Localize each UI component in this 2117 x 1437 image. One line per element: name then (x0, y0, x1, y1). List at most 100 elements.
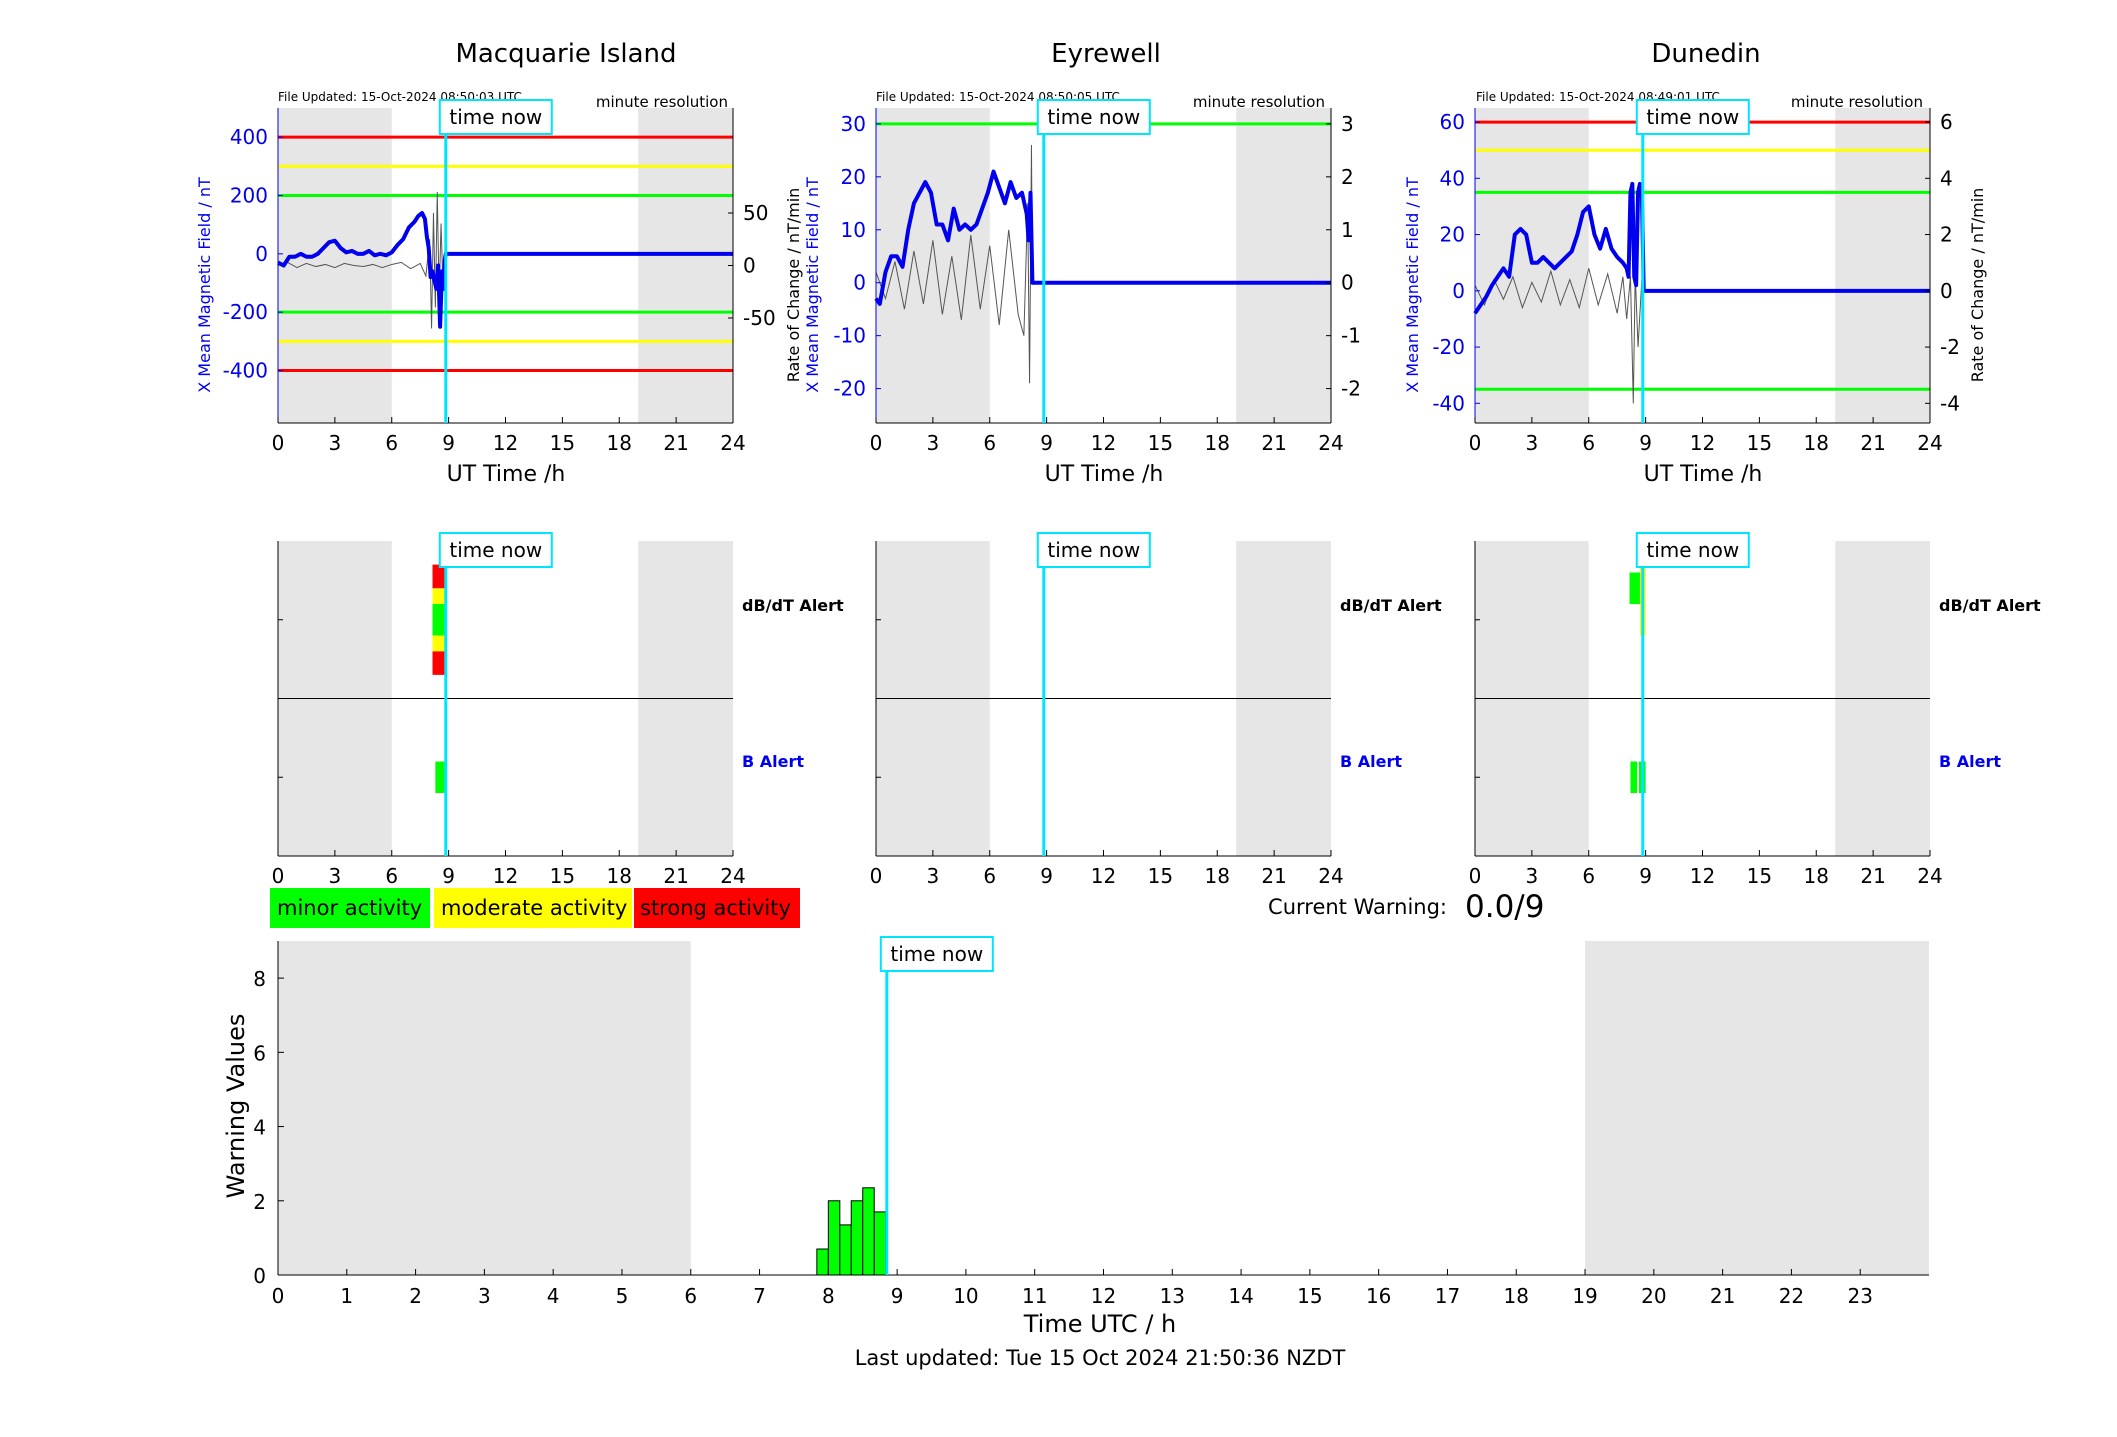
file-updated-prefix: File Updated: (278, 90, 357, 104)
last-updated: Last updated: Tue 15 Oct 2024 21:50:36 N… (855, 1346, 1346, 1370)
y-tick-label-left: 40 (1440, 166, 1465, 190)
time-now-box (438, 532, 553, 568)
time-now-box (438, 99, 553, 135)
b-alert-label: B Alert (742, 752, 804, 771)
x-tick-label: 0 (1469, 431, 1482, 455)
current-warning-value: 0.0/9 (1465, 889, 1544, 925)
x-tick-label: 6 (684, 1284, 697, 1308)
x-tick-label: 8 (822, 1284, 835, 1308)
time-now-label: time now (1047, 105, 1140, 129)
night-shading (876, 108, 990, 423)
time-now-label: time now (890, 942, 983, 966)
current-warning: Current Warning: 0.0/9 (1268, 889, 1544, 925)
x-axis-label: UT Time /h (447, 462, 566, 487)
y-tick-label-left: -20 (1432, 335, 1465, 359)
x-mean-field-line (277, 211, 733, 329)
x-tick-label: 6 (1582, 431, 1595, 455)
warning-bar (827, 1200, 841, 1276)
y-tick-label-right: 1 (1341, 218, 1354, 242)
night-shading (1835, 108, 1930, 423)
y-tick-label-right: -4 (1940, 391, 1960, 415)
x-tick-label: 17 (1435, 1284, 1460, 1308)
x-tick-label: 12 (493, 864, 518, 888)
station-title: Dunedin (1651, 39, 1760, 69)
y-tick-label-left: -20 (833, 377, 866, 401)
x-tick-label: 15 (1148, 864, 1173, 888)
x-tick-label: 15 (1148, 431, 1173, 455)
x-tick-label: 21 (663, 431, 688, 455)
time-now-box (1635, 532, 1750, 568)
x-tick-label: 1 (340, 1284, 353, 1308)
dbdt-alert-label: dB/dT Alert (1939, 596, 2041, 615)
time-now-label: time now (1646, 538, 1739, 562)
night-shading (1236, 108, 1331, 423)
x-tick-label: 9 (1639, 431, 1652, 455)
warning-bar (839, 1224, 852, 1276)
y-tick-label-right: 3 (1341, 112, 1354, 136)
file-updated-prefix: File Updated: (1476, 90, 1555, 104)
station-eyrewell: Eyrewell File Updated: 15-Oct-2024 08:50… (784, 39, 1442, 888)
y-tick-label: 2 (253, 1190, 266, 1214)
x-tick-label: 18 (1804, 431, 1829, 455)
x-tick-label: 10 (953, 1284, 978, 1308)
x-tick-label: 21 (1261, 431, 1286, 455)
y-tick-label-left: 60 (1440, 110, 1465, 134)
x-tick-label: 24 (1917, 431, 1942, 455)
x-tick-label: 12 (1690, 431, 1715, 455)
time-now-label: time now (449, 538, 542, 562)
legend-minor-swatch (270, 888, 430, 928)
dbdt-alert-bar (432, 651, 446, 675)
station-title: Macquarie Island (455, 39, 676, 69)
station-dunedin: Dunedin File Updated: 15-Oct-2024 08:49:… (1403, 39, 2041, 888)
x-tick-label: 9 (1040, 431, 1053, 455)
x-tick-label: 14 (1228, 1284, 1253, 1308)
alert-plot: 0 3 6 9 12 15 18 21 24 time now (1469, 532, 1943, 888)
current-warning-label: Current Warning: (1268, 895, 1447, 919)
legend-minor-label: minor activity (277, 896, 422, 920)
x-tick-label: 5 (616, 1284, 629, 1308)
x-axis-label: UT Time /h (1644, 462, 1763, 487)
x-tick-label: 23 (1847, 1284, 1872, 1308)
x-tick-label: 3 (329, 431, 342, 455)
station-title: Eyrewell (1051, 39, 1161, 69)
x-tick-label: 19 (1572, 1284, 1597, 1308)
warning-bar (873, 1211, 887, 1276)
warning-y-axis-label: Warning Values (222, 1014, 250, 1199)
y-axis-label-left: X Mean Magnetic Field / nT (1403, 177, 1422, 393)
y-tick-label-left: -10 (833, 324, 866, 348)
b-alert-bar (1630, 761, 1638, 793)
x-tick-label: 6 (983, 431, 996, 455)
y-tick-label-right: 6 (1940, 110, 1953, 134)
y-tick-label-right: 0 (743, 254, 756, 278)
x-tick-label: 6 (983, 864, 996, 888)
warning-x-axis-label: Time UTC / h (1023, 1310, 1177, 1338)
x-tick-label: 12 (1091, 431, 1116, 455)
x-tick-label: 12 (1091, 864, 1116, 888)
x-tick-label: 18 (1205, 864, 1230, 888)
x-mean-field-line (1473, 181, 1930, 315)
rate-of-change-line (875, 145, 1033, 384)
x-tick-label: 9 (1040, 864, 1053, 888)
x-tick-label: 4 (547, 1284, 560, 1308)
x-tick-label: 3 (927, 431, 940, 455)
y-tick-label-left: 30 (841, 112, 866, 136)
dbdt-alert-label: dB/dT Alert (1340, 596, 1442, 615)
x-tick-label: 18 (1504, 1284, 1529, 1308)
y-tick-label-left: -40 (1432, 391, 1465, 415)
x-tick-label: 21 (1710, 1284, 1735, 1308)
x-tick-label: 6 (385, 431, 398, 455)
x-tick-label: 3 (329, 864, 342, 888)
file-updated-prefix: File Updated: (876, 90, 955, 104)
y-tick-label-right: -50 (743, 306, 776, 330)
dbdt-alert-bar (432, 588, 446, 604)
x-tick-label: 6 (1582, 864, 1595, 888)
x-tick-label: 12 (1690, 864, 1715, 888)
x-tick-label: 9 (442, 864, 455, 888)
legend-moderate-swatch (434, 888, 632, 928)
x-tick-label: 24 (1917, 864, 1942, 888)
activity-legend: minor activity moderate activity strong … (270, 888, 800, 928)
warning-bar (850, 1200, 864, 1276)
legend-strong-label: strong activity (640, 896, 791, 920)
